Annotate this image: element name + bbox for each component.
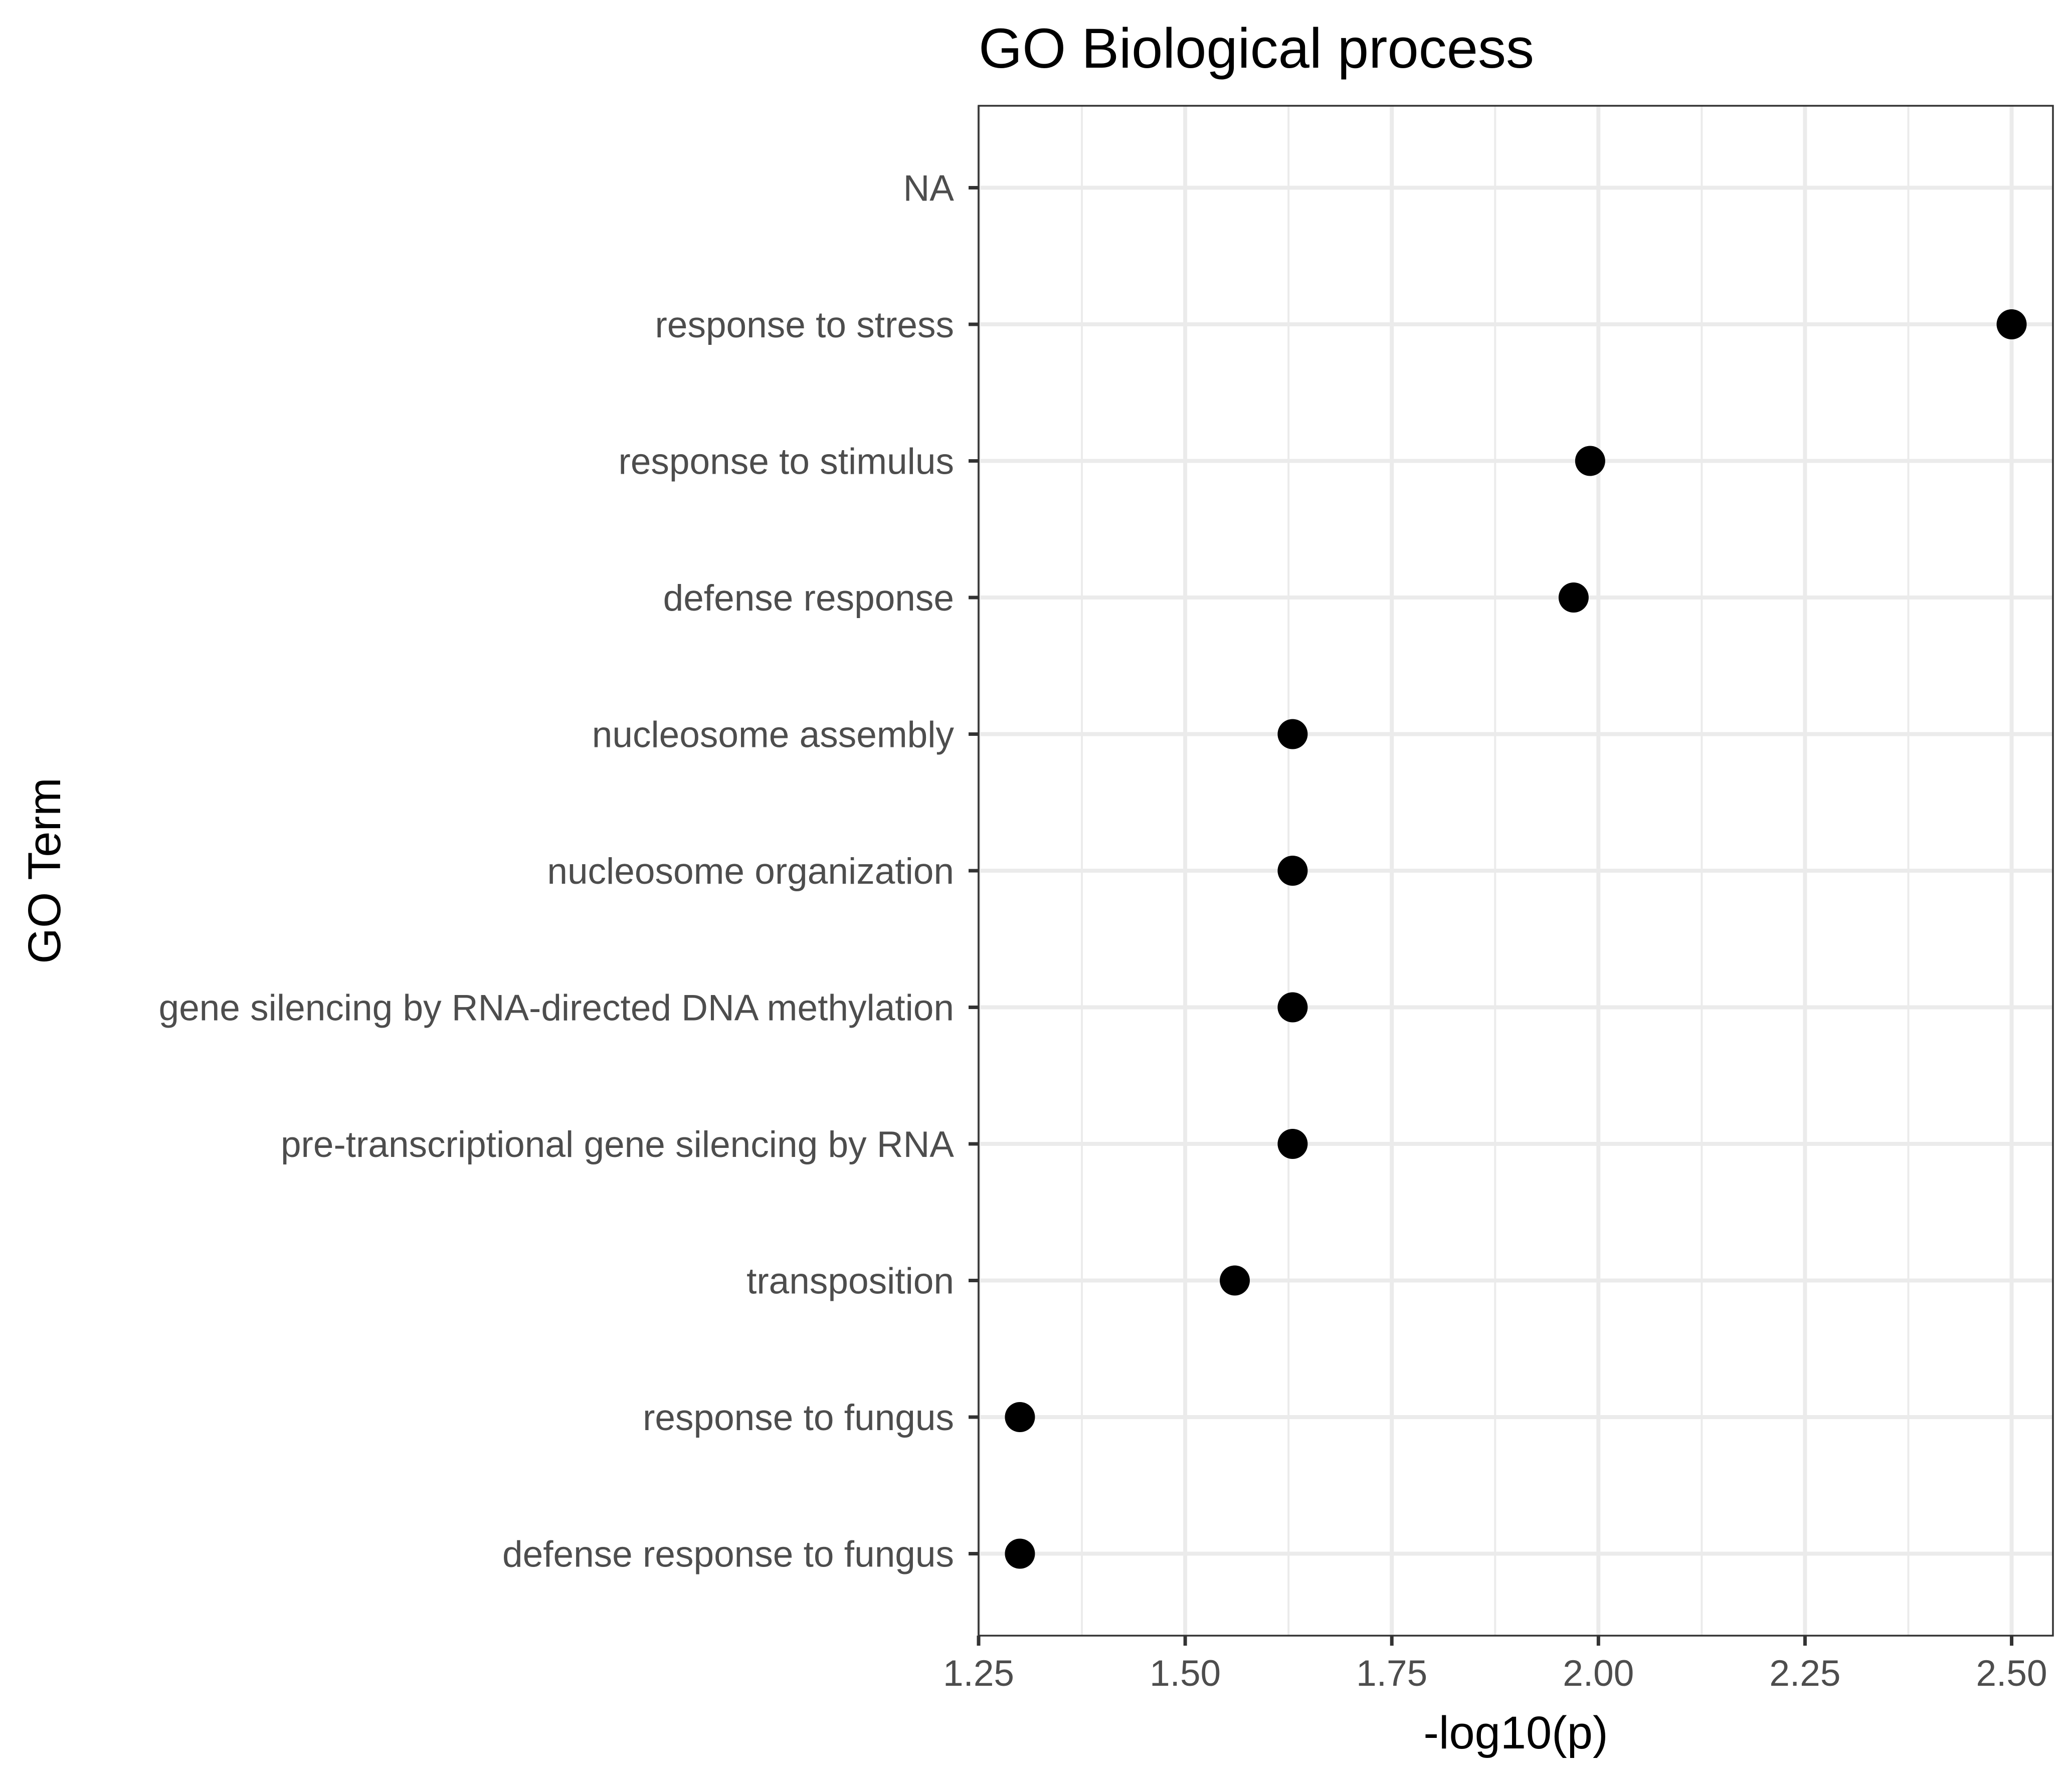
chart-title: GO Biological process (979, 17, 1534, 80)
data-point (1996, 309, 2027, 339)
x-tick-label: 2.00 (1563, 1653, 1634, 1694)
data-point (1558, 582, 1589, 613)
y-tick-label: NA (903, 168, 955, 209)
x-tick-label: 1.75 (1356, 1653, 1427, 1694)
y-tick-label: response to stimulus (619, 442, 954, 482)
y-tick-label: defense response to fungus (502, 1534, 954, 1575)
x-tick-label: 1.25 (943, 1653, 1014, 1694)
x-tick-label: 2.25 (1769, 1653, 1840, 1694)
x-tick-label: 1.50 (1150, 1653, 1221, 1694)
data-point (1005, 1402, 1035, 1432)
y-tick-label: pre-transcriptional gene silencing by RN… (281, 1124, 954, 1165)
y-tick-label: nucleosome assembly (592, 715, 955, 755)
data-point (1277, 856, 1308, 886)
y-tick-label: response to stress (655, 305, 954, 345)
y-axis-title: GO Term (19, 777, 70, 963)
y-tick-label: nucleosome organization (547, 851, 954, 892)
x-axis-title: -log10(p) (1423, 1707, 1608, 1758)
y-tick-label: transposition (746, 1261, 954, 1302)
x-tick-label: 2.50 (1976, 1653, 2047, 1694)
data-point (1277, 719, 1308, 749)
y-tick-label: gene silencing by RNA-directed DNA methy… (158, 988, 954, 1029)
data-point (1277, 992, 1308, 1023)
data-point (1575, 446, 1605, 476)
data-point (1220, 1265, 1250, 1296)
data-point (1005, 1538, 1035, 1569)
data-points (1005, 309, 2027, 1569)
data-point (1277, 1129, 1308, 1159)
x-axis: 1.25 1.50 1.75 2.00 2.25 2.50 (943, 1636, 2047, 1694)
y-axis: NA response to stress response to stimulus… (158, 168, 979, 1575)
y-tick-label: defense response (663, 578, 954, 619)
y-tick-label: response to fungus (643, 1398, 954, 1438)
